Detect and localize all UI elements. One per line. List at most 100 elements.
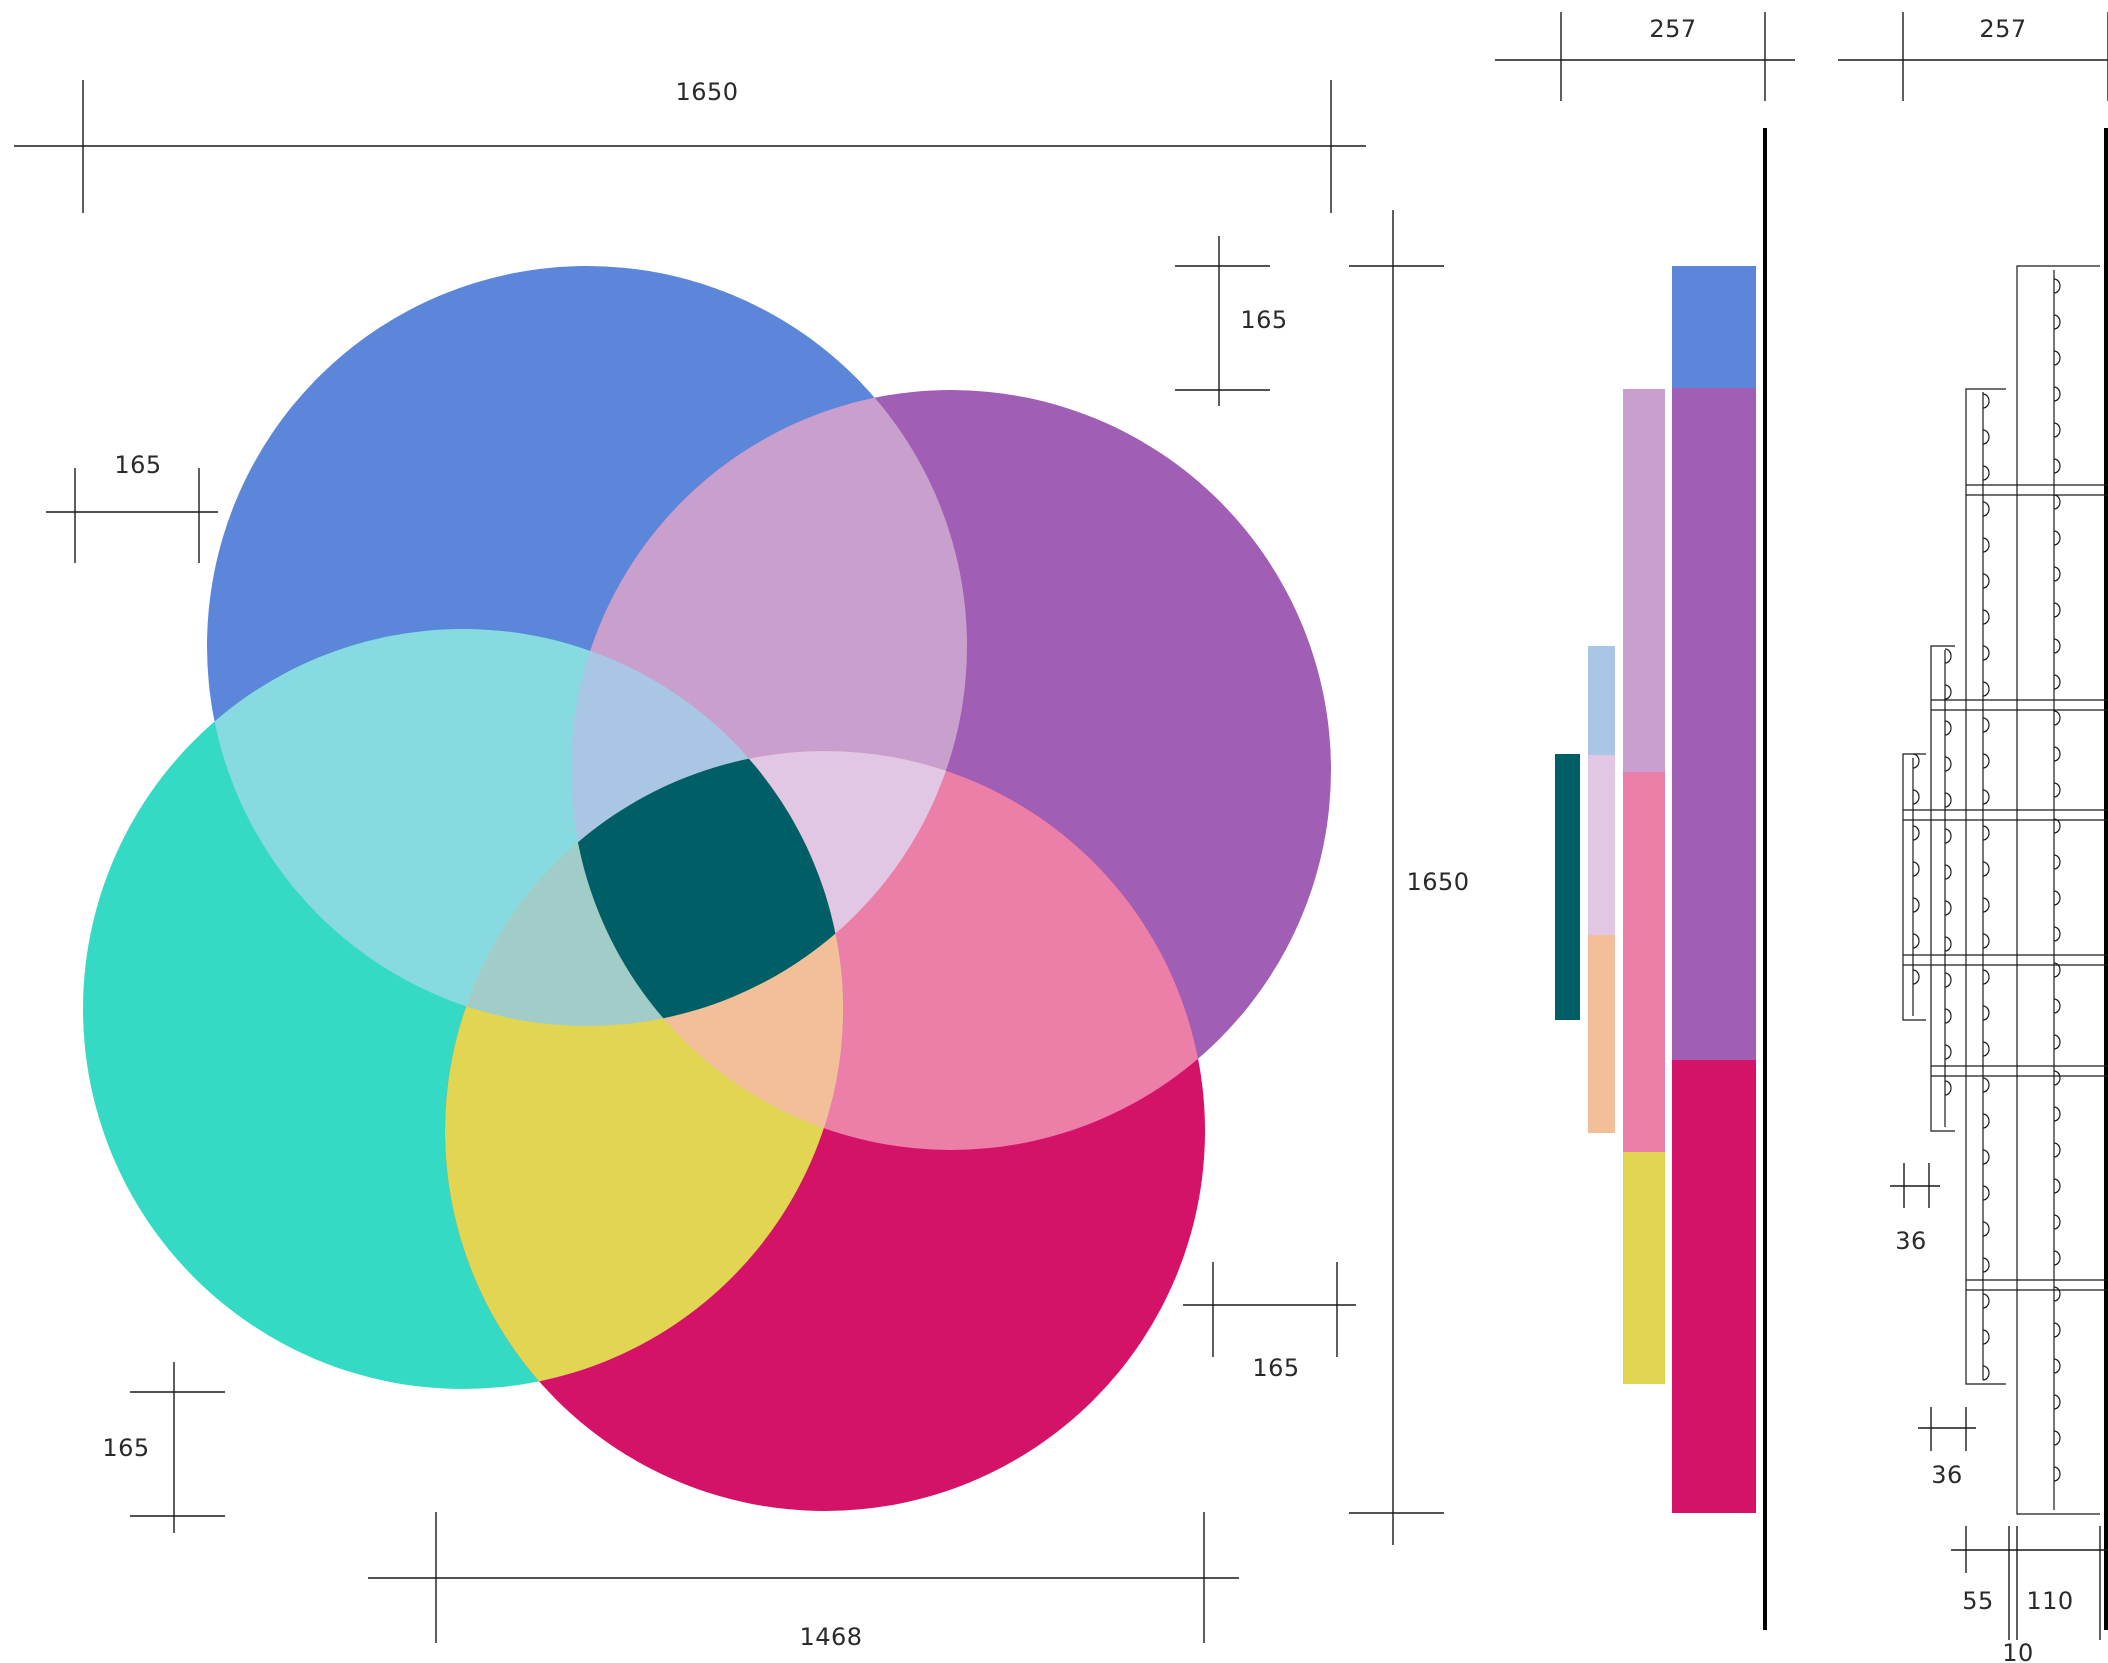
bar-purple: [1672, 388, 1756, 1060]
label-top-width: 1650: [675, 78, 738, 106]
hook-icon: [1982, 429, 1990, 445]
bar-pale-lilac: [1588, 755, 1615, 935]
hook-icon: [2053, 314, 2061, 330]
hook-icon: [1982, 393, 1990, 409]
hook-icon: [2053, 1322, 2061, 1338]
hook-icon: [1912, 969, 1920, 985]
hook-icon: [2053, 386, 2061, 402]
hook-icon: [1944, 648, 1952, 664]
hook-icon: [2053, 422, 2061, 438]
hook-icon: [1982, 1113, 1990, 1129]
hook-icon: [2053, 458, 2061, 474]
hook-icon: [1912, 897, 1920, 913]
hook-icon: [2053, 710, 2061, 726]
dimension-offset-bottom-left: 165: [102, 1362, 225, 1533]
hook-icon: [1982, 861, 1990, 877]
hook-icon: [1982, 1257, 1990, 1273]
venn-circles: [83, 266, 1331, 1511]
hook-icon: [1944, 864, 1952, 880]
hook-icon: [2053, 1286, 2061, 1302]
hook-icon: [1982, 789, 1990, 805]
hook-icon: [1982, 1293, 1990, 1309]
hook-icon: [1944, 684, 1952, 700]
hook-icon: [1982, 1365, 1990, 1381]
hook-icon: [1944, 792, 1952, 808]
hook-icon: [1912, 861, 1920, 877]
hook-icon: [1982, 573, 1990, 589]
hook-icon: [1982, 933, 1990, 949]
shelf-panels: [1902, 265, 2100, 1515]
hook-icon: [1944, 1044, 1952, 1060]
hook-icon: [1982, 1041, 1990, 1057]
hook-column-4: [2053, 270, 2061, 1510]
hook-icon: [1944, 720, 1952, 736]
dimension-right-height: 1650: [1349, 210, 1469, 1545]
hook-icon: [1944, 1008, 1952, 1024]
hook-icon: [2053, 674, 2061, 690]
hook-icon: [2053, 494, 2061, 510]
hook-icon: [1982, 969, 1990, 985]
hook-icon: [1982, 681, 1990, 697]
hook-icon: [1944, 972, 1952, 988]
hook-icon: [1982, 1149, 1990, 1165]
hook-icon: [2053, 1214, 2061, 1230]
hook-icon: [1982, 609, 1990, 625]
hook-icon: [1982, 717, 1990, 733]
hook-icon: [1982, 1077, 1990, 1093]
hook-icon: [1912, 933, 1920, 949]
bar-yellow: [1623, 1152, 1665, 1384]
hook-icon: [1982, 1005, 1990, 1021]
hook-icon: [2053, 962, 2061, 978]
hook-icon: [2053, 1178, 2061, 1194]
hook-icon: [2053, 1430, 2061, 1446]
bar-lilac: [1623, 389, 1665, 772]
dimension-top-width: 1650: [14, 78, 1366, 213]
label-bottom-width: 1468: [799, 1623, 862, 1651]
dimension-offset-top-right: 165: [1175, 236, 1287, 406]
hook-icon: [2053, 1034, 2061, 1050]
hook-icon: [2053, 1070, 2061, 1086]
hook-icon: [2053, 854, 2061, 870]
bar-blue: [1672, 266, 1756, 388]
label-offset-top-right: 165: [1240, 306, 1287, 334]
label-right-height: 1650: [1406, 868, 1469, 896]
hook-icon: [2053, 746, 2061, 762]
hook-column-2: [1944, 648, 1952, 1127]
dimension-hook-b: 36: [1918, 1407, 1976, 1489]
hook-icon: [2053, 926, 2061, 942]
shelf-drawing: 257: [1838, 12, 2108, 1663]
hook-icon: [2053, 566, 2061, 582]
label-bars-width: 257: [1649, 15, 1696, 43]
label-offset-left: 165: [114, 451, 161, 479]
hook-icon: [1912, 825, 1920, 841]
bar-dark-teal: [1555, 754, 1580, 1020]
label-hook-a: 36: [1895, 1227, 1927, 1255]
hook-icon: [1944, 1080, 1952, 1096]
label-foot-110: 110: [2026, 1587, 2073, 1615]
dimension-foot: 55 110 10 10: [1951, 1526, 2108, 1663]
hook-icon: [1912, 753, 1920, 769]
hook-icon: [1944, 828, 1952, 844]
hook-icon: [2053, 530, 2061, 546]
label-shelf-width: 257: [1979, 15, 2026, 43]
bar-magenta: [1672, 1060, 1756, 1513]
hook-icon: [2053, 998, 2061, 1014]
bar-peach: [1588, 935, 1615, 1133]
hook-icon: [2053, 1394, 2061, 1410]
dimension-hook-a: 36: [1890, 1163, 1940, 1255]
hook-icon: [2053, 1358, 2061, 1374]
label-hook-b: 36: [1931, 1461, 1963, 1489]
hook-icon: [1982, 501, 1990, 517]
label-offset-bottom-right: 165: [1252, 1354, 1299, 1382]
hook-icon: [1912, 789, 1920, 805]
hook-icon: [2053, 1142, 2061, 1158]
hook-icon: [1982, 753, 1990, 769]
hook-icon: [2053, 350, 2061, 366]
hook-column-1: [1912, 753, 1920, 1016]
hook-icon: [1944, 900, 1952, 916]
hook-icon: [1982, 825, 1990, 841]
shelf-dividers: [1903, 484, 2108, 1291]
hook-icon: [1982, 465, 1990, 481]
bar-pink: [1623, 772, 1665, 1152]
